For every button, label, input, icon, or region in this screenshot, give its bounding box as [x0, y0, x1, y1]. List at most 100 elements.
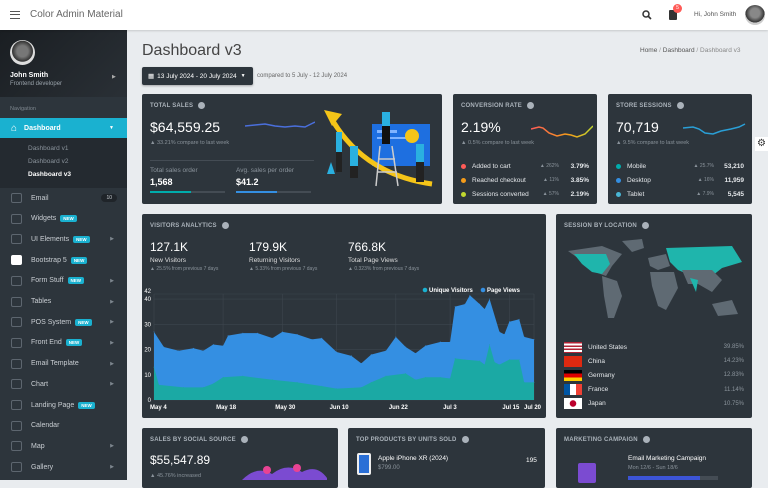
search-icon[interactable]: [642, 10, 652, 20]
flag-fr-icon: [564, 384, 582, 396]
data-point: [212, 383, 214, 384]
card-title: TOP PRODUCTS BY UNITS SOLD: [356, 436, 469, 443]
sidebar-item[interactable]: Front End NEW ▶: [0, 333, 127, 353]
info-icon[interactable]: [526, 102, 534, 109]
social-source-card: SALES BY SOCIAL SOURCE $55,547.89 ▲ 45.7…: [142, 428, 338, 488]
avg-label: Avg. sales per order: [236, 167, 295, 174]
card-title: SALES BY SOCIAL SOURCE: [150, 436, 248, 443]
app-title[interactable]: Color Admin Material: [30, 9, 123, 20]
sidebar-item[interactable]: Gallery ▶: [0, 457, 127, 477]
user-icon: [11, 400, 22, 410]
sidebar-item-label: Chart: [31, 380, 49, 388]
sidebar-item[interactable]: Bootstrap 5 NEW: [0, 250, 127, 270]
caret-right-icon: ▶: [110, 381, 114, 388]
campaign-name[interactable]: Email Marketing Campaign: [628, 455, 707, 462]
sidebar-item[interactable]: Email 10: [0, 188, 127, 208]
conversion-rate-card: CONVERSION RATE 2.19% ▲ 0.5% compare to …: [453, 94, 597, 204]
metric-row: Sessions converted ▲ 57% 2.19%: [461, 189, 589, 199]
stat-label: Total Page Views: [348, 257, 398, 264]
sidebar-item[interactable]: Widgets NEW: [0, 209, 127, 229]
menu-toggle-icon[interactable]: [10, 11, 20, 19]
world-map[interactable]: [562, 236, 748, 336]
country-row[interactable]: China 14.23%: [564, 355, 744, 367]
data-point: [193, 347, 194, 349]
breadcrumb-home[interactable]: Home: [640, 47, 658, 54]
info-icon[interactable]: [642, 436, 650, 443]
bootstrap-icon: [11, 255, 22, 266]
caret-right-icon: ▶: [110, 360, 114, 367]
data-point: [484, 364, 486, 366]
data-point: [395, 336, 397, 338]
info-icon[interactable]: [240, 436, 248, 443]
breadcrumb: Home / Dashboard / Dashboard v3: [640, 47, 741, 54]
sidebar-profile[interactable]: John Smith Frontend developer ▶: [0, 30, 127, 97]
sidebar-item[interactable]: Calendar: [0, 416, 127, 436]
country-row[interactable]: France 11.14%: [564, 384, 744, 396]
data-point: [489, 298, 490, 300]
card-title: TOTAL SALES: [150, 102, 206, 109]
date-range-button[interactable]: ▦ 13 July 2024 - 20 July 2024 ▼: [142, 67, 253, 85]
metric-label: Added to cart: [472, 162, 511, 170]
sidebar-item-label: Map: [31, 442, 45, 450]
sidebar-item[interactable]: Chart ▶: [0, 374, 127, 394]
country-row[interactable]: United States 39.85%: [564, 341, 744, 353]
puzzle-icon: [11, 213, 22, 224]
calendar-icon: ▦: [148, 73, 155, 80]
x-tick-label: Jun 22: [389, 405, 409, 411]
country-row[interactable]: Japan 10.75%: [564, 398, 744, 410]
submenu-dashboard-v3[interactable]: Dashboard v3: [28, 171, 71, 178]
envelope-icon: [11, 358, 22, 369]
sidebar-item[interactable]: Landing Page NEW: [0, 395, 127, 415]
data-point: [370, 381, 372, 383]
metric-row: Added to cart ▲ 262% 3.79%: [461, 161, 589, 171]
compare-text: compared to 5 July - 12 July 2024: [257, 73, 348, 79]
info-icon[interactable]: [676, 102, 684, 109]
product-name[interactable]: Apple iPhone XR (2024): [378, 455, 449, 462]
settings-gear-icon[interactable]: ⚙: [755, 137, 768, 151]
data-point: [257, 332, 259, 334]
sidebar-item[interactable]: Form Stuff NEW ▶: [0, 271, 127, 291]
data-point: [479, 360, 481, 362]
metric-label: Tablet: [627, 190, 645, 198]
data-point: [296, 381, 298, 383]
sidebar-item[interactable]: Tables ▶: [0, 292, 127, 312]
visitor-stat: 766.8K Total Page Views ▲ 0.323% from pr…: [348, 240, 419, 272]
info-icon[interactable]: [461, 436, 469, 443]
new-badge: NEW: [65, 339, 83, 347]
page-title: Dashboard v3: [142, 42, 242, 59]
metric-value: 3.85%: [570, 176, 589, 184]
sidebar-item[interactable]: UI Elements NEW ▶: [0, 229, 127, 249]
info-icon[interactable]: [221, 222, 229, 229]
data-point: [439, 341, 441, 343]
breadcrumb-dashboard[interactable]: Dashboard: [662, 47, 695, 54]
area-page-views: [154, 295, 534, 400]
card-title: STORE SESSIONS: [616, 102, 684, 109]
x-tick-label: Jul 20: [524, 405, 542, 411]
sidebar-item[interactable]: Email Template ▶: [0, 354, 127, 374]
sidebar-item[interactable]: Map ▶: [0, 436, 127, 456]
country-pct: 10.75%: [723, 400, 744, 407]
sidebar-item-label: UI Elements: [31, 235, 70, 243]
country-row[interactable]: Germany 12.83%: [564, 369, 744, 381]
sidebar-item-dashboard[interactable]: ⌂ Dashboard ▼: [0, 118, 127, 138]
sidebar-item[interactable]: POS System NEW ▶: [0, 312, 127, 332]
new-badge: NEW: [75, 318, 92, 326]
submenu-dashboard-v1[interactable]: Dashboard v1: [28, 145, 69, 152]
sidebar-item-label: Calendar: [31, 422, 60, 430]
x-tick-label: May 18: [216, 405, 237, 411]
data-point: [202, 350, 204, 352]
info-icon[interactable]: [641, 222, 649, 229]
data-point: [523, 381, 525, 383]
data-point: [202, 386, 204, 388]
sidebar-item-label: POS System: [31, 318, 72, 326]
submenu-dashboard-v2[interactable]: Dashboard v2: [28, 158, 69, 165]
caret-right-icon: ▶: [110, 443, 114, 450]
data-point: [153, 366, 155, 368]
header-avatar[interactable]: [745, 5, 765, 25]
top-header: Color Admin Material 5 Hi, John Smith: [0, 0, 768, 30]
info-icon[interactable]: [198, 102, 206, 109]
sidebar-item-label: Tables: [31, 298, 52, 305]
user-greeting[interactable]: Hi, John Smith: [694, 11, 737, 18]
data-point: [222, 345, 224, 347]
notification-icon[interactable]: [669, 10, 677, 20]
